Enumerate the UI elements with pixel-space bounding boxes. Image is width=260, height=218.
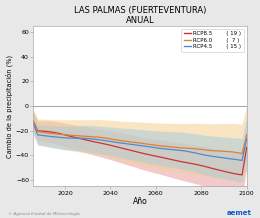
Text: aemet: aemet — [227, 210, 252, 216]
Text: © Agencia Estatal de Meteorología: © Agencia Estatal de Meteorología — [8, 212, 79, 216]
Legend: RCP8.5        ( 19 ), RCP6.0        (  7 ), RCP4.5        ( 15 ): RCP8.5 ( 19 ), RCP6.0 ( 7 ), RCP4.5 ( 15… — [181, 29, 244, 52]
Y-axis label: Cambio de la precipitación (%): Cambio de la precipitación (%) — [5, 54, 13, 158]
Title: LAS PALMAS (FUERTEVENTURA)
ANUAL: LAS PALMAS (FUERTEVENTURA) ANUAL — [74, 5, 206, 25]
X-axis label: Año: Año — [133, 197, 147, 206]
